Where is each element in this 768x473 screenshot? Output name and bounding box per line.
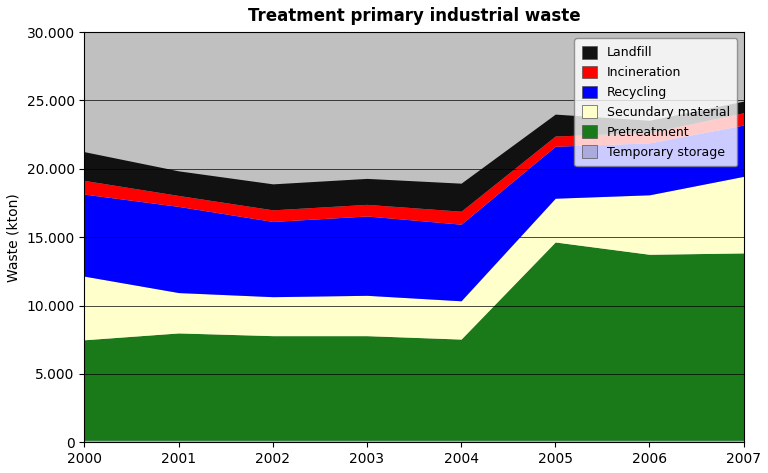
Title: Treatment primary industrial waste: Treatment primary industrial waste bbox=[248, 7, 581, 25]
Y-axis label: Waste (kton): Waste (kton) bbox=[7, 193, 21, 281]
Legend: Landfill, Incineration, Recycling, Secundary material, Pretreatment, Temporary s: Landfill, Incineration, Recycling, Secun… bbox=[574, 38, 737, 166]
